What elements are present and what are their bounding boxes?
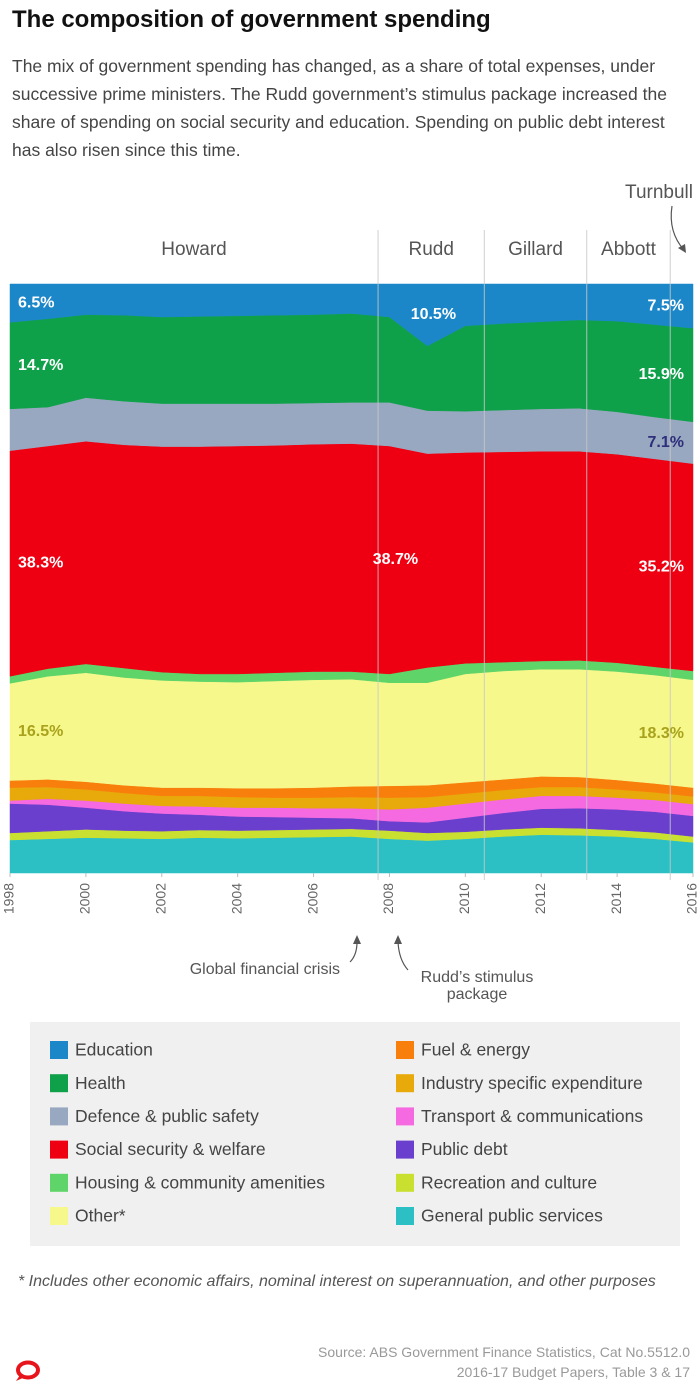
value-label: 18.3%: [639, 725, 684, 742]
x-tick-label: 1998: [1, 883, 17, 914]
legend-swatch: [396, 1074, 414, 1093]
legend-swatch: [50, 1173, 68, 1192]
legend-background: [30, 1022, 680, 1246]
annotation: Global financial crisis: [190, 961, 340, 978]
area: [9, 834, 694, 874]
legend-label: Housing & community amenities: [75, 1172, 325, 1192]
value-label: 15.9%: [639, 366, 684, 383]
legend-swatch: [396, 1140, 414, 1159]
x-tick-label: 2016: [684, 883, 700, 914]
footnote: * Includes other economic affairs, nomin…: [18, 1273, 656, 1290]
source-line: 2016-17 Budget Papers, Table 3 & 17: [456, 1364, 690, 1380]
x-tick-label: 2000: [77, 883, 93, 914]
value-label: 38.7%: [373, 551, 418, 568]
arrow-head: [678, 244, 686, 253]
legend-swatch: [50, 1207, 68, 1225]
value-label: 7.1%: [648, 434, 684, 451]
legend-label: Transport & communications: [421, 1106, 643, 1126]
legend-swatch: [396, 1041, 414, 1059]
area: [9, 668, 694, 789]
annotation-line: Rudd’s stimulus: [421, 969, 534, 986]
area: [9, 441, 694, 677]
arrow: [397, 941, 409, 971]
source-line: Source: ABS Government Finance Statistic…: [318, 1344, 690, 1360]
legend-label: Defence & public safety: [75, 1106, 259, 1126]
chart-subtitle: The mix of government spending has chang…: [12, 56, 667, 160]
x-tick-label: 2004: [228, 883, 244, 914]
arrow: [349, 941, 358, 963]
value-label: 16.5%: [18, 723, 63, 740]
legend-label: Education: [75, 1040, 153, 1060]
period-label: Turnbull: [625, 182, 693, 203]
legend-swatch: [396, 1107, 414, 1126]
x-tick-label: 2010: [456, 883, 472, 914]
logo: [16, 1360, 40, 1381]
x-tick-label: 2008: [380, 883, 396, 914]
period-label: Gillard: [508, 239, 563, 260]
x-tick-label: 2012: [532, 883, 548, 914]
value-label: 6.5%: [18, 294, 54, 311]
legend-swatch: [50, 1074, 68, 1093]
x-tick-label: 2002: [152, 883, 168, 914]
legend-label: Industry specific expenditure: [421, 1073, 643, 1093]
legend-swatch: [50, 1140, 68, 1159]
value-label: 10.5%: [411, 306, 456, 323]
legend-swatch: [396, 1207, 414, 1225]
area: [9, 283, 694, 347]
legend-swatch: [50, 1041, 68, 1059]
legend-label: Other*: [75, 1206, 126, 1226]
value-label: 14.7%: [18, 357, 63, 374]
period-label: Rudd: [408, 239, 453, 260]
legend-swatch: [50, 1107, 68, 1126]
value-label: 7.5%: [648, 297, 684, 314]
legend-label: Public debt: [421, 1139, 508, 1159]
period-label: Howard: [161, 239, 226, 260]
x-tick-label: 2014: [608, 883, 624, 914]
arrow: [670, 205, 685, 251]
legend-label: Social security & welfare: [75, 1139, 266, 1159]
value-label: 38.3%: [18, 555, 63, 572]
legend-label: Recreation and culture: [421, 1172, 597, 1192]
source: Source: ABS Government Finance Statistic…: [318, 1342, 690, 1382]
period-label: Abbott: [601, 239, 657, 260]
legend-label: Health: [75, 1073, 126, 1093]
legend-label: General public services: [421, 1206, 603, 1226]
chart-title: The composition of government spending: [12, 6, 491, 33]
legend-label: Fuel & energy: [421, 1040, 530, 1060]
annotation: Rudd’s stimulus package: [421, 969, 534, 1003]
value-label: 35.2%: [639, 559, 684, 576]
arrow-head: [394, 935, 402, 944]
annotation-line: package: [447, 986, 508, 1003]
arrow-head: [353, 935, 361, 944]
x-tick-label: 2006: [304, 883, 320, 914]
annotation-line: Global financial crisis: [190, 961, 340, 978]
legend-swatch: [396, 1173, 414, 1192]
